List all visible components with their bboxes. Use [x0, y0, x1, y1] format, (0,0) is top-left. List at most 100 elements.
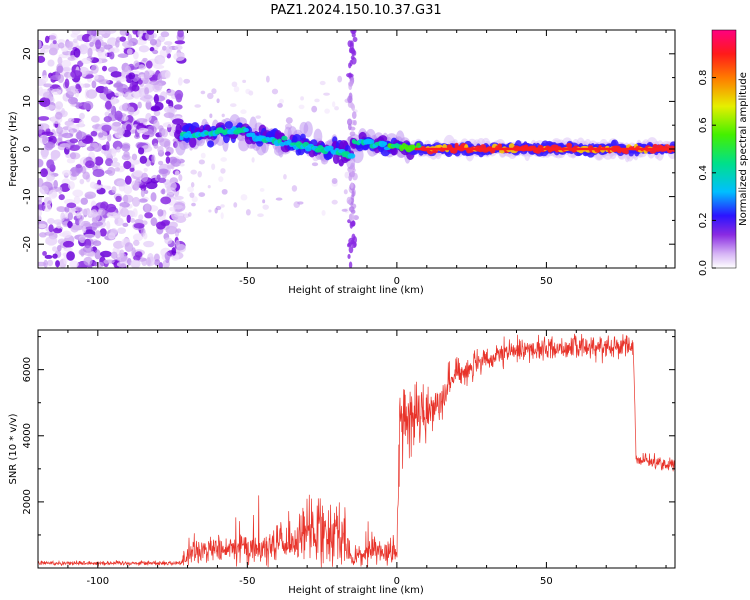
- heatmap-cell: [143, 167, 148, 172]
- heatmap-cell: [353, 50, 357, 56]
- heatmap-cell: [82, 245, 94, 253]
- bottom-x-ticks: -100 -50 0 50: [37, 330, 667, 587]
- heatmap-cell: [117, 227, 127, 234]
- heatmap-cell: [85, 160, 95, 169]
- heatmap-cell: [68, 124, 80, 134]
- heatmap-cell: [163, 112, 175, 119]
- heatmap-cell: [106, 166, 116, 176]
- heatmap-cell: [350, 55, 355, 60]
- series-line-snr: [38, 333, 675, 568]
- heatmap-cell: [58, 186, 63, 194]
- heatmap-cell: [39, 185, 49, 195]
- heatmap-cell: [251, 157, 255, 163]
- heatmap-cell: [166, 89, 176, 96]
- heatmap-cell: [138, 45, 150, 53]
- heatmap-cell: [220, 212, 224, 220]
- heatmap-cell: [39, 232, 47, 238]
- heatmap-cell: [111, 105, 116, 114]
- heatmap-cell: [164, 251, 171, 261]
- heatmap-cell: [152, 49, 159, 55]
- heatmap-cell: [334, 106, 339, 111]
- heatmap-cell: [347, 40, 353, 48]
- heatmap-cell: [46, 174, 55, 182]
- y-tick-label: 20: [22, 47, 33, 60]
- heatmap-cell: [221, 188, 228, 195]
- heatmap-cell: [106, 211, 118, 218]
- heatmap-cell: [55, 101, 64, 110]
- heatmap-cell: [43, 83, 53, 88]
- x-tick-label: -50: [239, 276, 255, 287]
- heatmap-cell: [348, 174, 353, 182]
- heatmap-cell: [123, 91, 135, 100]
- heatmap-cell: [174, 170, 180, 177]
- heatmap-cell: [292, 133, 302, 144]
- heatmap-cell: [164, 151, 171, 156]
- heatmap-cell: [378, 135, 388, 143]
- heatmap-cell: [90, 130, 98, 137]
- heatmap-cell: [278, 98, 284, 104]
- heatmap-cell: [161, 188, 166, 195]
- heatmap-cell: [59, 183, 71, 193]
- top-x-axis-label: Height of straight line (km): [288, 285, 424, 296]
- heatmap-cell: [126, 214, 131, 224]
- heatmap-cell: [200, 90, 206, 95]
- heatmap-cell: [138, 198, 148, 203]
- heatmap-cell: [191, 196, 198, 203]
- x-tick-label: 0: [394, 276, 400, 287]
- heatmap-cell: [352, 36, 358, 42]
- heatmap-cell: [44, 254, 53, 259]
- heatmap-cell: [176, 228, 182, 233]
- heatmap-cell: [165, 156, 171, 164]
- heatmap-cell: [347, 254, 351, 260]
- heatmap-cell: [233, 202, 238, 208]
- heatmap-cell: [138, 127, 149, 133]
- heatmap-cell: [141, 172, 149, 182]
- heatmap-cell: [188, 212, 192, 217]
- heatmap-cell: [132, 169, 144, 177]
- heatmap-cell: [116, 261, 129, 268]
- heatmap-cell: [46, 159, 55, 169]
- heatmap-cell: [137, 79, 143, 85]
- heatmap-cell: [107, 133, 112, 142]
- heatmap-cell: [566, 142, 573, 149]
- heatmap-cell: [207, 140, 215, 148]
- heatmap-cell: [78, 119, 84, 128]
- heatmap-cell: [346, 196, 352, 205]
- heatmap-cell: [72, 189, 84, 197]
- heatmap-cell: [62, 230, 72, 239]
- heatmap-cell: [38, 116, 50, 121]
- heatmap-cell: [41, 75, 49, 83]
- x-tick-label: 0: [394, 576, 400, 587]
- heatmap-cell: [132, 30, 138, 35]
- heatmap-cell: [347, 153, 356, 159]
- heatmap-cell: [353, 119, 357, 126]
- heatmap-cell: [56, 244, 62, 252]
- heatmap-cells: [38, 30, 675, 268]
- heatmap-cell: [39, 134, 49, 145]
- heatmap-cell: [57, 74, 65, 83]
- heatmap-cell: [266, 75, 270, 83]
- heatmap-cell: [73, 38, 78, 44]
- heatmap-cell: [138, 214, 144, 221]
- heatmap-cell: [98, 79, 111, 85]
- heatmap-cell: [47, 59, 55, 67]
- heatmap-cell: [191, 202, 196, 207]
- heatmap-cell: [189, 192, 195, 198]
- heatmap-cell: [51, 88, 62, 95]
- heatmap-cell: [169, 206, 176, 212]
- heatmap-cell: [62, 66, 71, 72]
- heatmap-cell: [88, 34, 95, 42]
- heatmap-cell: [39, 97, 51, 108]
- heatmap-cell: [497, 143, 503, 150]
- top-y-ticks: -20 -10 0 10 20: [22, 29, 675, 269]
- heatmap-cell: [166, 187, 176, 195]
- heatmap-cell: [349, 213, 355, 221]
- heatmap-cell: [323, 92, 330, 96]
- heatmap-cell: [139, 155, 148, 164]
- heatmap-cell: [47, 217, 55, 225]
- heatmap-cell: [174, 212, 185, 218]
- heatmap-cell: [163, 41, 173, 46]
- heatmap-cell: [111, 161, 121, 168]
- heatmap-cell: [42, 251, 47, 256]
- heatmap-cell: [78, 219, 84, 227]
